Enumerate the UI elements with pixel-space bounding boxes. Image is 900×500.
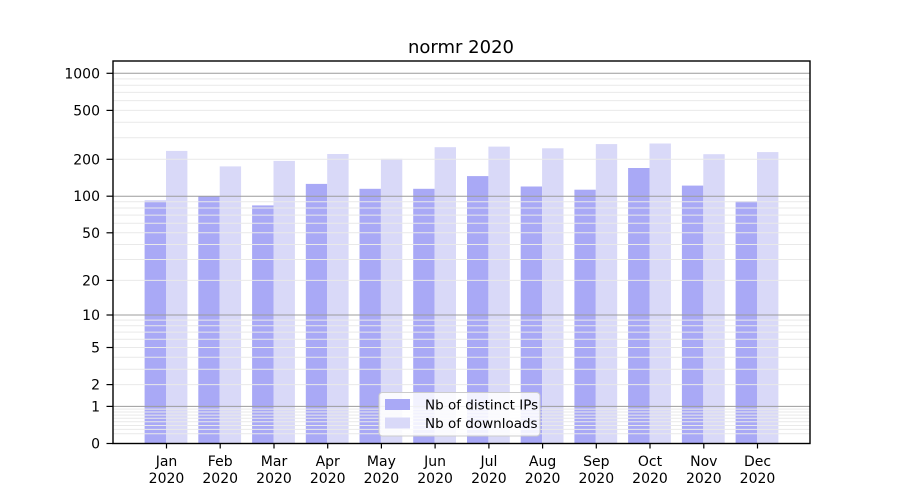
y-tick-label: 5	[91, 341, 100, 357]
x-tick-label-jul: Jul 2020	[471, 454, 507, 487]
x-tick-label-oct: Oct 2020	[632, 454, 668, 487]
legend-swatch-downloads	[385, 417, 410, 429]
x-tick-label-apr: Apr 2020	[310, 454, 346, 487]
y-tick-label: 200	[73, 152, 100, 168]
x-tick-label-jun: Jun 2020	[417, 454, 453, 487]
bar-downloads-apr	[327, 154, 349, 444]
x-tick-label-dec: Dec 2020	[740, 454, 776, 487]
y-tick-label: 20	[82, 273, 100, 289]
chart-title: normr 2020	[408, 37, 514, 58]
bar-downloads-nov	[703, 154, 725, 444]
y-tick-label: 2	[91, 378, 100, 394]
bar-distinct-ips-dec	[735, 201, 757, 444]
bar-downloads-aug	[542, 148, 564, 444]
y-tick-label: 50	[82, 226, 100, 242]
bar-downloads-sep	[595, 144, 618, 444]
x-tick-label-nov: Nov 2020	[686, 454, 722, 487]
bar-distinct-ips-mar	[252, 205, 274, 444]
bar-downloads-feb	[219, 166, 242, 444]
x-tick-label-mar: Mar 2020	[256, 454, 292, 487]
bar-downloads-oct	[649, 143, 671, 444]
y-tick-label: 10	[82, 308, 100, 324]
x-tick-label-feb: Feb 2020	[202, 454, 238, 487]
bar-distinct-ips-sep	[574, 189, 596, 444]
legend-label-downloads: Nb of downloads	[425, 416, 538, 432]
plot-frame	[112, 60, 811, 445]
y-tick-label: 500	[73, 103, 100, 119]
bar-distinct-ips-apr	[305, 183, 328, 444]
bar-distinct-ips-may	[359, 188, 381, 444]
x-axis: Jan 2020 Feb 2020 Mar 2020 Apr 2020 May 2020 Jun 20…	[149, 443, 776, 487]
bar-downloads-jan	[166, 150, 188, 444]
x-tick-label-may: May 2020	[364, 454, 400, 487]
bar-distinct-ips-jan	[144, 200, 166, 444]
y-tick-label: 1000	[64, 66, 100, 82]
bar-downloads-dec	[757, 152, 779, 444]
bar-downloads-may	[380, 158, 403, 444]
x-tick-label-aug: Aug 2020	[525, 454, 561, 487]
legend-box	[378, 392, 541, 437]
y-tick-label: 100	[73, 189, 100, 205]
bar-distinct-ips-jul	[467, 176, 489, 444]
x-tick-label-sep: Sep 2020	[578, 454, 614, 487]
x-tick-label-jan: Jan 2020	[149, 454, 185, 487]
legend-swatch-distinct-ips	[385, 399, 410, 410]
bar-distinct-ips-oct	[628, 168, 650, 444]
legend-label-distinct-ips: Nb of distinct IPs	[425, 398, 538, 414]
y-tick-label: 0	[91, 437, 100, 453]
y-tick-label: 1	[91, 399, 100, 415]
bar-downloads-mar	[273, 160, 295, 444]
legend: Nb of distinct IPs Nb of downloads	[378, 392, 541, 437]
bar-distinct-ips-jun	[413, 188, 435, 444]
